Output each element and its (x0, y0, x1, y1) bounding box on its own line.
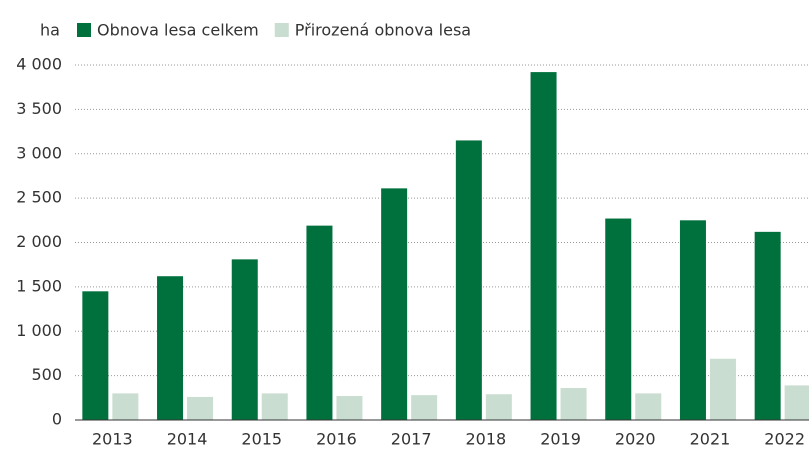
bar (187, 396, 214, 420)
x-tick-label: 2021 (690, 430, 731, 449)
x-tick-label: 2020 (615, 430, 656, 449)
bar (485, 394, 512, 420)
legend-label: Obnova lesa celkem (97, 21, 259, 40)
y-tick-label: 2 000 (16, 232, 62, 251)
bar (455, 140, 482, 420)
bar (82, 291, 109, 420)
y-tick-label: 3 000 (16, 143, 62, 162)
x-tick-label: 2018 (465, 430, 506, 449)
bar (336, 396, 363, 420)
y-tick-label: 1 500 (16, 276, 62, 295)
x-tick-label: 2014 (167, 430, 208, 449)
y-tick-label: 2 500 (16, 188, 62, 207)
y-tick-label: 3 500 (16, 99, 62, 118)
bar (261, 393, 288, 420)
y-tick-label: 0 (52, 410, 62, 429)
x-tick-label: 2016 (316, 430, 357, 449)
legend-label: Přirozená obnova lesa (295, 21, 471, 40)
bar (754, 231, 781, 420)
x-tick-label: 2019 (540, 430, 581, 449)
bar (635, 393, 662, 420)
bar (784, 385, 809, 420)
bar (679, 220, 706, 420)
legend-swatch (77, 23, 91, 37)
bar (560, 388, 587, 420)
y-tick-label: 1 000 (16, 321, 62, 340)
x-tick-label: 2017 (391, 430, 432, 449)
legend-swatch (274, 23, 289, 37)
x-tick-label: 2013 (92, 430, 133, 449)
bar (157, 276, 184, 420)
bar (112, 393, 139, 420)
bar (411, 395, 438, 420)
y-tick-label: 500 (31, 365, 62, 384)
bar (530, 72, 557, 420)
bar (709, 358, 736, 420)
x-tick-label: 2015 (241, 430, 282, 449)
y-axis-label: ha (40, 21, 60, 40)
x-tick-label: 2022 (764, 430, 805, 449)
y-tick-label: 4 000 (16, 55, 62, 74)
bar (381, 188, 408, 420)
bar (605, 218, 632, 420)
bar (231, 259, 258, 420)
bar (306, 225, 333, 420)
